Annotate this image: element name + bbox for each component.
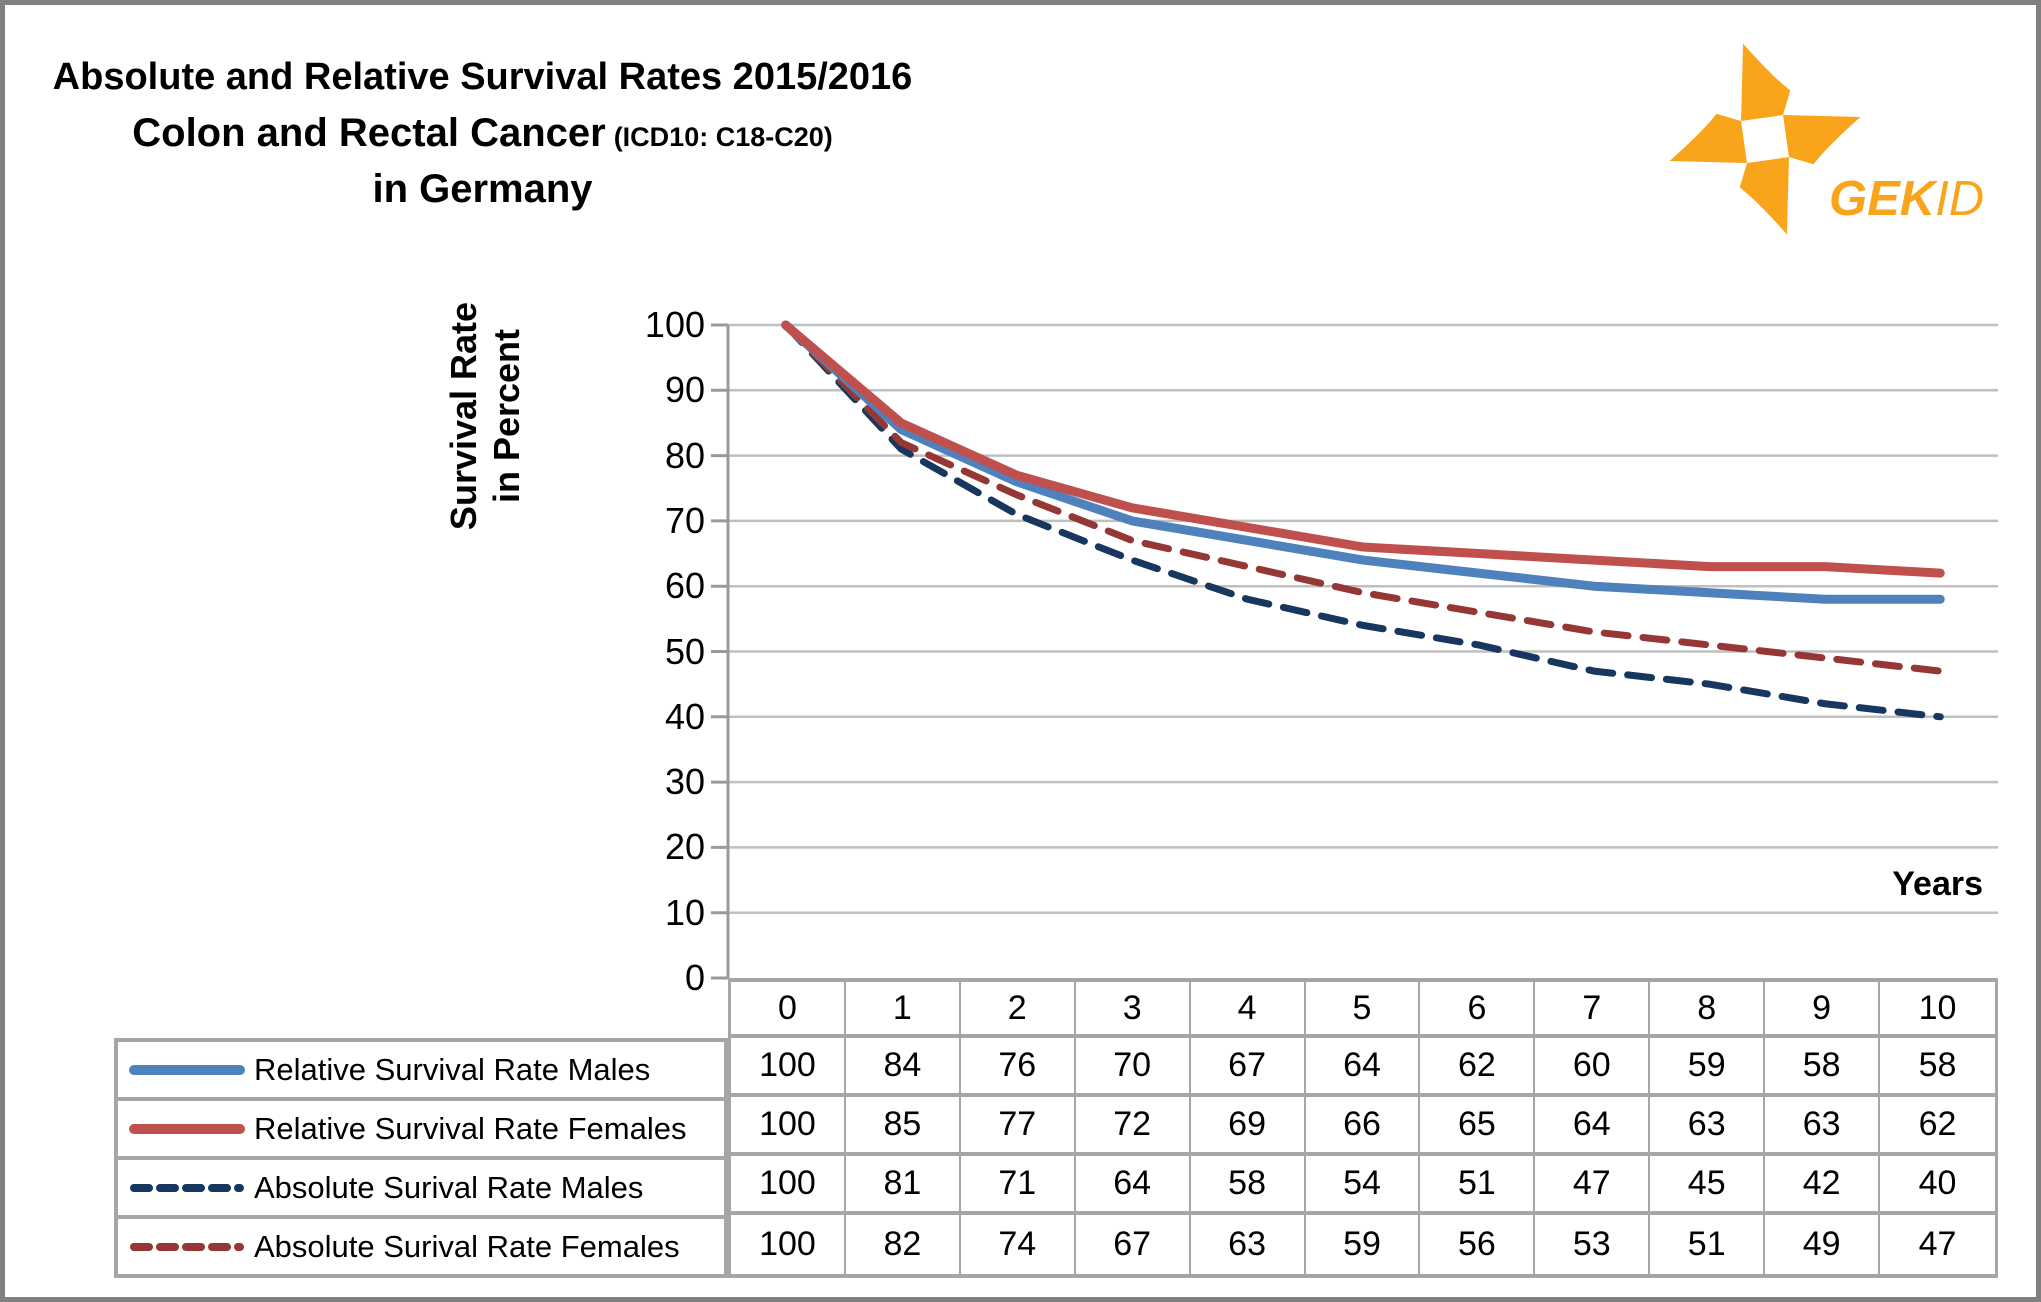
table-cell-row2-year1: 85 [845, 1097, 961, 1156]
table-cell-row2-year10: 62 [1880, 1097, 1995, 1156]
gekid-wordmark-id: ID [1935, 172, 1985, 226]
year-header-cell-9: 9 [1765, 982, 1881, 1034]
gekid-wordmark-gek: GEK [1829, 172, 1936, 226]
y-tick-label-10: 10 [664, 891, 705, 933]
table-cell-row2-year3: 72 [1075, 1097, 1191, 1156]
table-cell-row1-year4: 67 [1190, 1038, 1306, 1097]
legend-label: Absolute Surival Rate Males [254, 1169, 644, 1205]
table-cell-row2-year4: 69 [1190, 1097, 1306, 1156]
table-cell-row3-year8: 45 [1650, 1156, 1766, 1215]
gekid-pinwheel-icon [1669, 43, 1861, 235]
table-cell-row1-year6: 62 [1420, 1038, 1536, 1097]
table-cell-row4-year9: 49 [1765, 1215, 1881, 1274]
table-cell-row3-year3: 64 [1075, 1156, 1191, 1215]
chart-title-line-2-main: Colon and Rectal Cancer [132, 110, 606, 155]
year-header-cell-0: 0 [731, 982, 846, 1034]
legend-label: Relative Survival Rate Females [254, 1110, 687, 1146]
table-cell-row4-year2: 74 [961, 1215, 1076, 1274]
year-header-cell-6: 6 [1420, 982, 1536, 1034]
legend-line-sample [130, 1242, 244, 1251]
y-tick-label-70: 70 [664, 499, 705, 541]
x-axis-title: Years [1892, 865, 1983, 903]
year-header-cell-1: 1 [846, 982, 961, 1034]
plot-area [711, 320, 1998, 980]
table-header-row: 0 1 2 3 4 5 6 7 8 9 10 [728, 978, 1998, 1038]
legend-row: Absolute Surival Rate Males [118, 1160, 724, 1219]
table-cell-row3-year2: 71 [960, 1156, 1076, 1215]
legend-row: Relative Survival Rate Females [118, 1101, 724, 1160]
legend-label: Absolute Surival Rate Females [254, 1228, 680, 1264]
table-cell-row2-year0: 100 [731, 1097, 846, 1156]
table-cell-row4-year4: 63 [1191, 1215, 1306, 1274]
table-cell-row3-year7: 47 [1535, 1156, 1651, 1215]
table-cell-row1-year10: 58 [1880, 1038, 1995, 1097]
legend-line-sample [129, 1123, 245, 1134]
table-cell-row1-year1: 84 [845, 1038, 961, 1097]
y-tick-label-50: 50 [664, 630, 705, 672]
y-tick-label-90: 90 [664, 369, 705, 411]
table-cell-row1-year2: 76 [960, 1038, 1076, 1097]
table-cell-row1-year8: 59 [1650, 1038, 1766, 1097]
series-line-relative-survival-rate-males [781, 320, 1945, 604]
table-cell-row1-year3: 70 [1075, 1038, 1191, 1097]
y-tick-label-0: 0 [684, 957, 705, 998]
year-header-cell-8: 8 [1650, 982, 1766, 1034]
legend-row: Relative Survival Rate Males [118, 1042, 724, 1101]
table-cell-row2-year7: 64 [1535, 1097, 1651, 1156]
table-cell-row3-year4: 58 [1190, 1156, 1306, 1215]
legend-row: Absolute Surival Rate Females [118, 1219, 724, 1274]
legend-line-sample [130, 1183, 244, 1192]
y-tick-label-60: 60 [664, 565, 705, 607]
table-cell-row4-year6: 56 [1420, 1215, 1536, 1274]
year-header-cell-10: 10 [1918, 988, 1957, 1027]
table-cell-row1-year7: 60 [1535, 1038, 1651, 1097]
legend-box: Relative Survival Rate Males Relative Sur… [114, 1038, 728, 1278]
series-line-absolute-surival-rate-females [782, 321, 1944, 675]
chart-title-line-2: Colon and Rectal Cancer (ICD10: C18-C20) [35, 109, 930, 157]
table-cell-row1-year5: 64 [1305, 1038, 1421, 1097]
table-cell-row3-year0: 100 [731, 1156, 846, 1215]
chart-title-block: Absolute and Relative Survival Rates 201… [35, 55, 930, 213]
table-cell-row4-year8: 51 [1650, 1215, 1766, 1274]
table-cell-row4-year7: 53 [1535, 1215, 1651, 1274]
y-tick-label-100: 100 [644, 304, 705, 345]
year-header-cell-3: 3 [1076, 982, 1191, 1034]
table-cell-row2-year8: 63 [1650, 1097, 1766, 1156]
gekid-logo: GEKID [1633, 25, 2033, 245]
y-tick-label-30: 30 [664, 761, 705, 803]
table-cell-row3-year6: 51 [1420, 1156, 1536, 1215]
chart-title-line-1: Absolute and Relative Survival Rates 201… [52, 56, 913, 98]
year-header-cell-2: 2 [961, 982, 1076, 1034]
year-header-cell-5: 5 [1306, 982, 1421, 1034]
table-cell-row3-year5: 54 [1305, 1156, 1421, 1215]
table-cell-row2-year2: 77 [960, 1097, 1076, 1156]
legend-label: Relative Survival Rate Males [254, 1051, 651, 1087]
table-cell-row2-year5: 66 [1305, 1097, 1421, 1156]
table-cell-row4-year10: 47 [1918, 1225, 1957, 1263]
table-cell-row4-year3: 67 [1076, 1215, 1191, 1274]
table-cell-row3-year9: 42 [1765, 1156, 1881, 1215]
series-line-absolute-surival-rate-males [782, 321, 1944, 721]
gekid-wordmark: GEKID [1829, 171, 1984, 227]
y-tick-label-40: 40 [664, 695, 705, 737]
table-cell-row1-year0: 100 [731, 1038, 846, 1097]
series-line-relative-survival-rate-females [781, 320, 1945, 578]
legend-line-sample [129, 1064, 245, 1075]
year-header-cell-7: 7 [1535, 982, 1651, 1034]
year-header-cell-4: 4 [1191, 982, 1306, 1034]
table-cell-row3-year1: 81 [845, 1156, 961, 1215]
chart-title-line-3: in Germany [372, 166, 593, 211]
table-cell-row2-year9: 63 [1765, 1097, 1881, 1156]
table-cell-row3-year10: 40 [1880, 1156, 1995, 1215]
chart-title-icd-code: (ICD10: C18-C20) [613, 121, 833, 152]
table-cell-row4-year5: 59 [1306, 1215, 1421, 1274]
y-tick-label-80: 80 [664, 434, 705, 476]
table-cell-row4-year1: 82 [846, 1215, 961, 1274]
table-cell-row1-year9: 58 [1765, 1038, 1881, 1097]
y-tick-label-20: 20 [664, 826, 705, 868]
table-cell-row2-year6: 65 [1420, 1097, 1536, 1156]
data-table: 100 84 76 70 67 64 62 60 59 58 58 100 85 77 72 69 66 65 64… [728, 1038, 1998, 1278]
table-cell-row4-year0: 100 [731, 1215, 846, 1274]
